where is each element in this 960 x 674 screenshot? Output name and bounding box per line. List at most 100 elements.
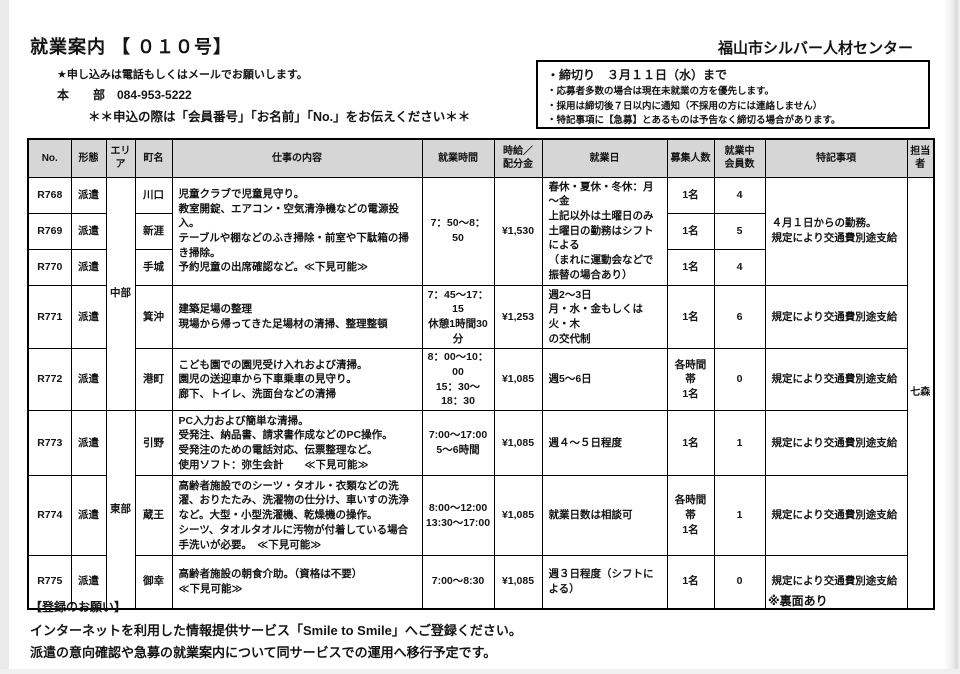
- cell-recruits-r774: 各時間帯 1名: [666, 475, 715, 556]
- col-header-type: 形態: [70, 138, 107, 178]
- cell-hours-r772: 8：00～10：00 15：30～18：30: [421, 348, 495, 411]
- cell-type-r773: 派遣: [70, 410, 107, 476]
- cell-no-r770: R770: [27, 248, 72, 286]
- cell-no-r773: R773: [27, 410, 72, 476]
- cell-town-r771: 箕沖: [134, 284, 173, 350]
- col-header-hours: 就業時間: [421, 138, 495, 178]
- cell-hours-r773: 7:00～17:00 5～6時間: [421, 410, 495, 476]
- cell-town-r775: 御幸: [134, 555, 173, 609]
- cell-days-r772: 週5～6日: [541, 348, 668, 411]
- col-header-days: 就業日: [541, 138, 668, 178]
- cell-wage-r771: ¥1,253: [493, 284, 543, 350]
- cell-no-r774: R774: [27, 475, 72, 556]
- apply-reminder: ＊＊申込の際は「会員番号」「お名前」「No.」をお伝えください＊＊: [88, 110, 471, 124]
- cell-town-r770: 手城: [134, 248, 173, 286]
- cell-recruits-r772: 各時間帯 1名: [666, 348, 715, 411]
- cell-notes-r771: 規定により交通費別途支給: [764, 284, 908, 350]
- cell-days-r773: 週４～５日程度: [541, 410, 668, 476]
- table-header-row: No. 形態 エリア 町名 仕事の内容 就業時間 時給／ 配分金 就業日 募集人…: [27, 138, 935, 178]
- cell-type-r772: 派遣: [70, 348, 107, 411]
- table-row: R769 派遣 新涯 1名 5: [27, 212, 934, 250]
- cell-town-r769: 新涯: [134, 212, 173, 250]
- cell-days-r775: 週３日程度（シフトによる）: [541, 555, 668, 609]
- cell-town-r772: 港町: [134, 348, 173, 411]
- cell-notes-r774: 規定により交通費別途支給: [764, 475, 908, 556]
- notice-line-priority: ・応募者多数の場合は現在未就業の方を優先します。: [547, 86, 775, 97]
- scan-edge-bottom: [0, 669, 960, 674]
- cell-town-r774: 蔵王: [134, 475, 173, 556]
- job-listings-table: No. 形態 エリア 町名 仕事の内容 就業時間 時給／ 配分金 就業日 募集人…: [27, 138, 935, 610]
- phone-line: 本 部 084-953-5222: [57, 88, 192, 102]
- cell-notes-r773: 規定により交通費別途支給: [764, 410, 908, 476]
- cell-recruits-r775: 1名: [666, 555, 715, 609]
- col-header-recruits: 募集人数: [666, 138, 715, 178]
- cell-notes-r768-770: ４月１日からの勤務。 規定により交通費別途支給: [764, 176, 908, 286]
- cell-job-r768-770: 児童クラブで児童見守り。 教室開錠、エアコン・空気清浄機などの電源投入。 テーブ…: [171, 176, 423, 286]
- cell-working-r768: 4: [713, 176, 766, 214]
- cell-job-r775: 高齢者施設の朝食介助。（資格は不要） ≪下見可能≫: [171, 555, 423, 609]
- cell-hours-r771: 7：45～17：15 休憩1時間30分: [421, 284, 495, 350]
- cell-working-r774: 1: [713, 475, 766, 556]
- registration-title: 【登録のお願い】: [30, 600, 127, 614]
- cell-wage-r772: ¥1,085: [493, 348, 543, 411]
- table-row: R771 派遣 箕沖 建築足場の整理 現場から帰ってきた足場材の清掃、整理整頓 …: [27, 284, 934, 350]
- col-header-wage: 時給／ 配分金: [493, 138, 543, 178]
- notice-box: ・締切り ３月１１日（水）まで ・応募者多数の場合は現在未就業の方を優先します。…: [536, 60, 930, 129]
- table-row: R774 派遣 蔵王 高齢者施設でのシーツ・タオル・衣類などの洗濯、おりたたみ、…: [27, 475, 934, 556]
- cell-town-r773: 引野: [134, 410, 173, 476]
- cell-working-r770: 4: [713, 248, 766, 286]
- cell-type-r775: 派遣: [70, 555, 107, 609]
- cell-wage-r774: ¥1,085: [493, 475, 543, 556]
- cell-recruits-r773: 1名: [666, 410, 715, 476]
- cell-town-r768: 川口: [134, 176, 173, 214]
- cell-type-r769: 派遣: [70, 212, 107, 250]
- cell-job-r773: PC入力および簡単な清掃。 受発注、納品書、請求書作成などのPC操作。 受発注の…: [171, 410, 423, 476]
- back-side-note: ※裏面あり: [768, 594, 828, 608]
- cell-area-chubu: 中部: [105, 176, 136, 411]
- cell-no-r771: R771: [27, 284, 72, 350]
- cell-no-r775: R775: [27, 555, 72, 609]
- notice-deadline: ・締切り ３月１１日（水）まで: [547, 68, 728, 82]
- cell-recruits-r770: 1名: [666, 248, 715, 286]
- registration-line-1: インターネットを利用した情報提供サービス「Smile to Smile」へご登録…: [30, 623, 522, 638]
- cell-type-r774: 派遣: [70, 475, 107, 556]
- cell-days-r768-770: 春休・夏休・冬休：月～金 上記以外は土曜日のみ 土曜日の勤務はシフトによる （ま…: [541, 176, 668, 286]
- table-row: R772 派遣 港町 こども園での園児受け入れおよび清掃。 園児の送迎車から下車…: [27, 348, 934, 411]
- col-header-area: エリア: [105, 138, 136, 178]
- cell-notes-r772: 規定により交通費別途支給: [764, 348, 908, 411]
- cell-wage-r768-770: ¥1,530: [493, 176, 543, 286]
- cell-type-r768: 派遣: [70, 176, 107, 214]
- cell-working-r772: 0: [713, 348, 766, 411]
- cell-hours-r768-770: 7：50～8：50: [421, 176, 495, 286]
- cell-wage-r773: ¥1,085: [493, 410, 543, 476]
- notice-line-urgent: ・特記事項に【急募】とあるものは予告なく締切る場合があります。: [547, 115, 841, 127]
- cell-job-r774: 高齢者施設でのシーツ・タオル・衣類などの洗濯、おりたたみ、洗濯物の仕分け、車いす…: [171, 475, 423, 556]
- scan-edge-left: [0, 0, 9, 674]
- col-header-town: 町名: [134, 138, 173, 178]
- table-row: R775 派遣 御幸 高齢者施設の朝食介助。（資格は不要） ≪下見可能≫ 7:0…: [27, 555, 934, 609]
- cell-working-r769: 5: [713, 212, 766, 250]
- cell-hours-r775: 7:00～8:30: [421, 555, 495, 609]
- cell-days-r771: 週2～3日 月・水・金もしくは火・木 の交代制: [541, 284, 668, 350]
- col-header-notes: 特記事項: [764, 138, 908, 178]
- notice-line-hiring: ・採用は締切後７日以内に通知（不採用の方には連絡しません）: [547, 100, 823, 112]
- cell-no-r768: R768: [27, 176, 72, 214]
- cell-working-r775: 0: [713, 555, 766, 609]
- table-row: R773 派遣 東部 引野 PC入力および簡単な清掃。 受発注、納品書、請求書作…: [27, 410, 934, 609]
- cell-area-tobu: 東部: [105, 410, 136, 609]
- cell-wage-r775: ¥1,085: [493, 555, 543, 609]
- registration-line-2: 派遣の意向確認や急募の就業案内について同サービスでの運用へ移行予定です。: [30, 645, 497, 660]
- cell-contact: 七森: [906, 176, 935, 609]
- cell-hours-r774: 8:00～12:00 13:30～17:00: [421, 475, 495, 556]
- table-row: R770 派遣 手城 1名 4: [27, 248, 934, 286]
- col-header-job: 仕事の内容: [171, 138, 423, 178]
- org-name: 福山市シルバー人材センター: [718, 40, 914, 57]
- table-row: R768 派遣 中部 川口 児童クラブで児童見守り。 教室開錠、エアコン・空気清…: [27, 176, 935, 609]
- cell-working-r773: 1: [713, 410, 766, 476]
- cell-job-r771: 建築足場の整理 現場から帰ってきた足場材の清掃、整理整頓: [171, 284, 423, 350]
- cell-no-r769: R769: [27, 212, 72, 250]
- cell-recruits-r768: 1名: [666, 176, 715, 214]
- cell-notes-r775: 規定により交通費別途支給: [764, 555, 908, 609]
- cell-type-r770: 派遣: [70, 248, 107, 286]
- cell-recruits-r771: 1名: [666, 284, 715, 350]
